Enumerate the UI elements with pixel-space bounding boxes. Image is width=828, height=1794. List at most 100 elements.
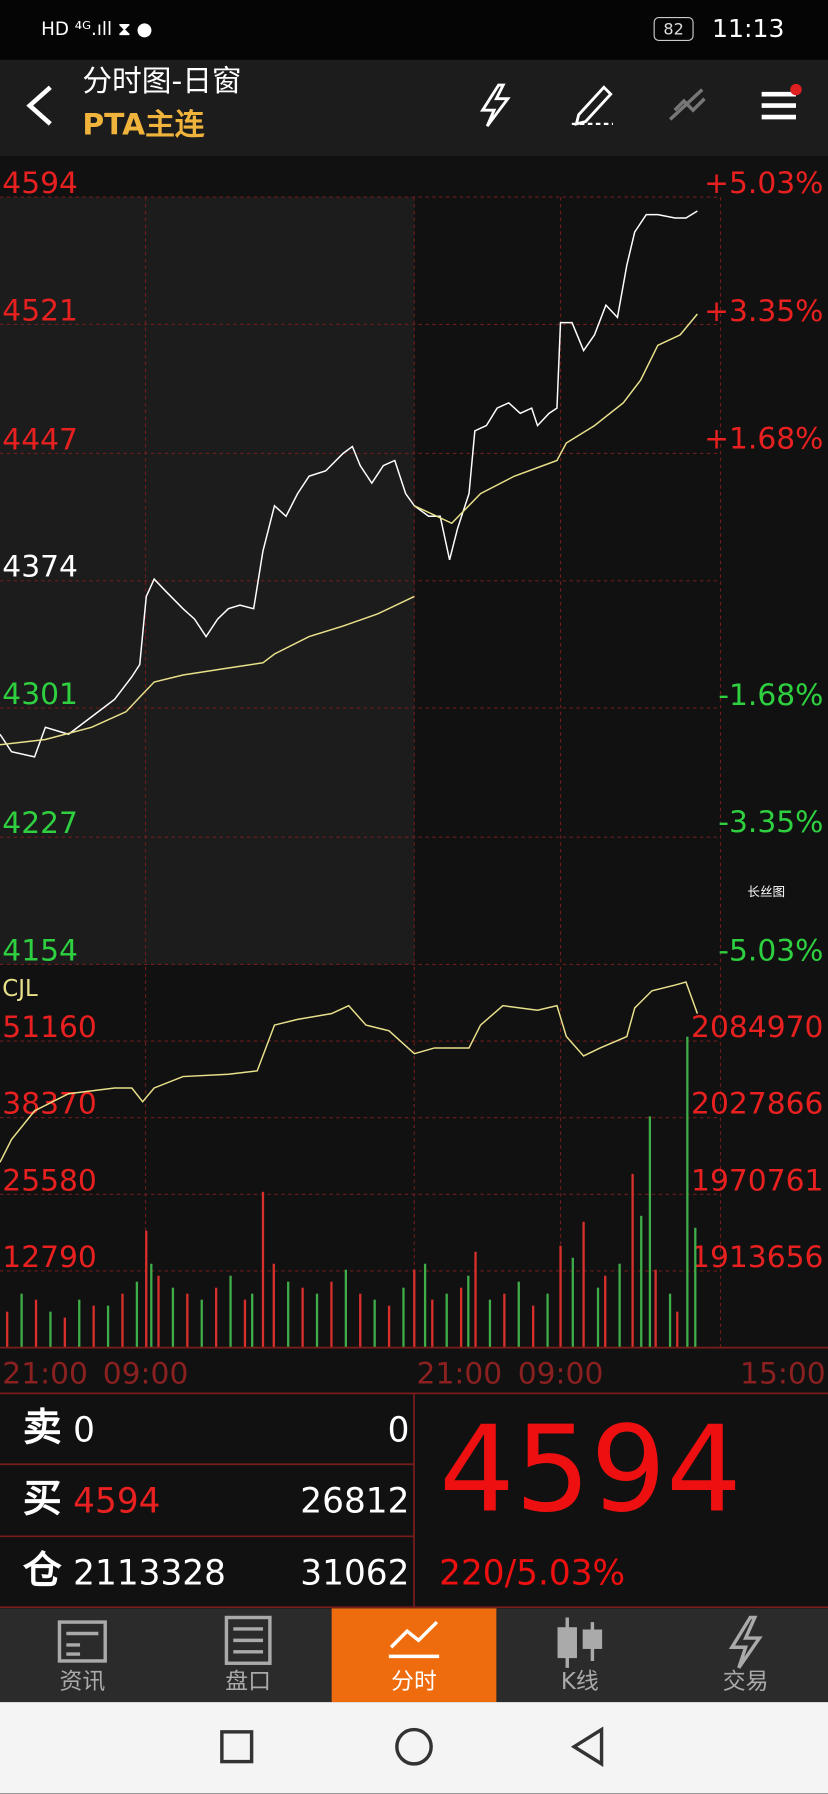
x-tick-label: 15:00 — [740, 1357, 826, 1392]
x-tick-label: 09:00 — [103, 1357, 189, 1392]
volume-bar — [413, 1269, 416, 1348]
quote-price: 0 — [73, 1411, 95, 1451]
quote-volume: 0 — [388, 1411, 410, 1451]
volume-bar — [330, 1281, 333, 1348]
volume-bar — [157, 1275, 160, 1348]
volume-bar — [694, 1227, 697, 1348]
tab-label[interactable]: 交易 — [723, 1669, 769, 1695]
volume-bar — [243, 1299, 247, 1348]
y-tick-label: 12790 — [2, 1240, 97, 1275]
volume-bar — [186, 1293, 189, 1348]
y-tick-label: 4447 — [2, 422, 78, 457]
tab-label[interactable]: 盘口 — [225, 1669, 271, 1695]
y-tick-label: 51160 — [2, 1010, 97, 1045]
status-bar — [0, 0, 828, 60]
indicator-button[interactable] — [669, 88, 706, 121]
volume-bar — [315, 1293, 319, 1348]
y2-tick-label: 1913656 — [691, 1240, 823, 1275]
volume-bar — [676, 1311, 679, 1348]
volume-bar — [272, 1263, 275, 1348]
back-button[interactable] — [26, 85, 52, 126]
volume-bar — [431, 1299, 434, 1348]
last-price: 4594 — [439, 1402, 742, 1540]
volume-bar — [423, 1263, 427, 1348]
volume-bar — [532, 1305, 535, 1348]
x-tick-label: 09:00 — [518, 1357, 604, 1392]
quote-label: 卖 — [23, 1405, 62, 1450]
panel-label: CJL — [2, 976, 38, 1002]
menu-button[interactable] — [761, 83, 802, 120]
volume-bar — [686, 1036, 689, 1348]
tab-icons — [57, 1615, 763, 1669]
quote-volume: 26812 — [300, 1482, 409, 1522]
y2-tick-label: 1970761 — [691, 1163, 823, 1198]
nav-bar — [0, 1702, 828, 1794]
y2-tick-label: 2027866 — [691, 1087, 823, 1122]
volume-bar — [63, 1317, 66, 1348]
status-time: 11:13 — [712, 14, 785, 43]
volume-bar — [215, 1287, 218, 1348]
volume-bar — [459, 1287, 463, 1348]
volume-bar — [344, 1269, 347, 1348]
price-line — [0, 210, 698, 758]
volume-bar — [171, 1287, 175, 1348]
volume-bar — [604, 1275, 607, 1348]
tab-label[interactable]: 资讯 — [59, 1669, 105, 1695]
volume-bar — [200, 1299, 203, 1348]
quote-borders — [0, 1392, 828, 1609]
volume-bar — [474, 1251, 477, 1348]
price-change: 220/5.03% — [439, 1554, 625, 1594]
volume-bar — [301, 1287, 304, 1348]
volume-bar — [546, 1293, 549, 1348]
volume-bar — [445, 1293, 448, 1348]
volume-bar — [402, 1287, 405, 1348]
quote-price: 4594 — [73, 1482, 160, 1522]
volume-bar — [251, 1293, 254, 1348]
volume-bar — [6, 1311, 9, 1348]
header-title: 分时图-日窗 — [82, 64, 241, 99]
y-tick-label: 4301 — [2, 677, 78, 712]
nav-back[interactable] — [570, 1726, 604, 1767]
nav-recent[interactable] — [220, 1730, 254, 1764]
volume-bar — [648, 1116, 652, 1348]
draw-button[interactable] — [571, 85, 613, 126]
volume-bar — [631, 1173, 634, 1348]
flash-button[interactable] — [480, 83, 511, 128]
volume-bar — [49, 1311, 52, 1348]
y-tick-label: 4227 — [2, 806, 78, 841]
volume-bar — [571, 1257, 574, 1348]
volume-bar — [618, 1263, 621, 1348]
volume-bar — [135, 1281, 139, 1348]
x-tick-label: 21:00 — [2, 1357, 88, 1392]
volume-bar — [668, 1293, 672, 1348]
volume-bar — [150, 1263, 153, 1348]
quote-label: 买 — [23, 1476, 62, 1521]
volume-bar — [359, 1293, 362, 1348]
y-tick-label: 4374 — [2, 550, 78, 585]
quote-price: 2113328 — [73, 1554, 226, 1594]
open-interest-line — [0, 981, 699, 1163]
y-tick-label: 4154 — [2, 933, 78, 968]
y-tick-label: 25580 — [2, 1163, 97, 1198]
volume-bar — [20, 1293, 23, 1348]
volume-bar — [145, 1230, 148, 1348]
volume-bar — [582, 1221, 585, 1348]
volume-bar — [287, 1281, 290, 1348]
header-subtitle: PTA主连 — [82, 108, 204, 143]
y2-tick-label: +3.35% — [704, 294, 823, 329]
volume-bar — [261, 1191, 265, 1348]
volume-bar — [488, 1299, 492, 1348]
price-line — [0, 313, 698, 746]
volume-bar — [387, 1305, 391, 1348]
quote-volume: 31062 — [300, 1554, 409, 1594]
nav-home[interactable] — [395, 1727, 433, 1766]
tab-label[interactable]: 分时 — [391, 1669, 437, 1695]
battery-level: 82 — [663, 20, 683, 39]
y2-tick-label: -1.68% — [718, 678, 823, 713]
tab-label[interactable]: K线 — [561, 1669, 599, 1695]
y2-tick-label: +5.03% — [704, 166, 823, 201]
status-icons: HD ⁴ᴳ.ıll ⧗ ● — [41, 19, 152, 40]
y2-tick-label: 2084970 — [691, 1010, 823, 1045]
